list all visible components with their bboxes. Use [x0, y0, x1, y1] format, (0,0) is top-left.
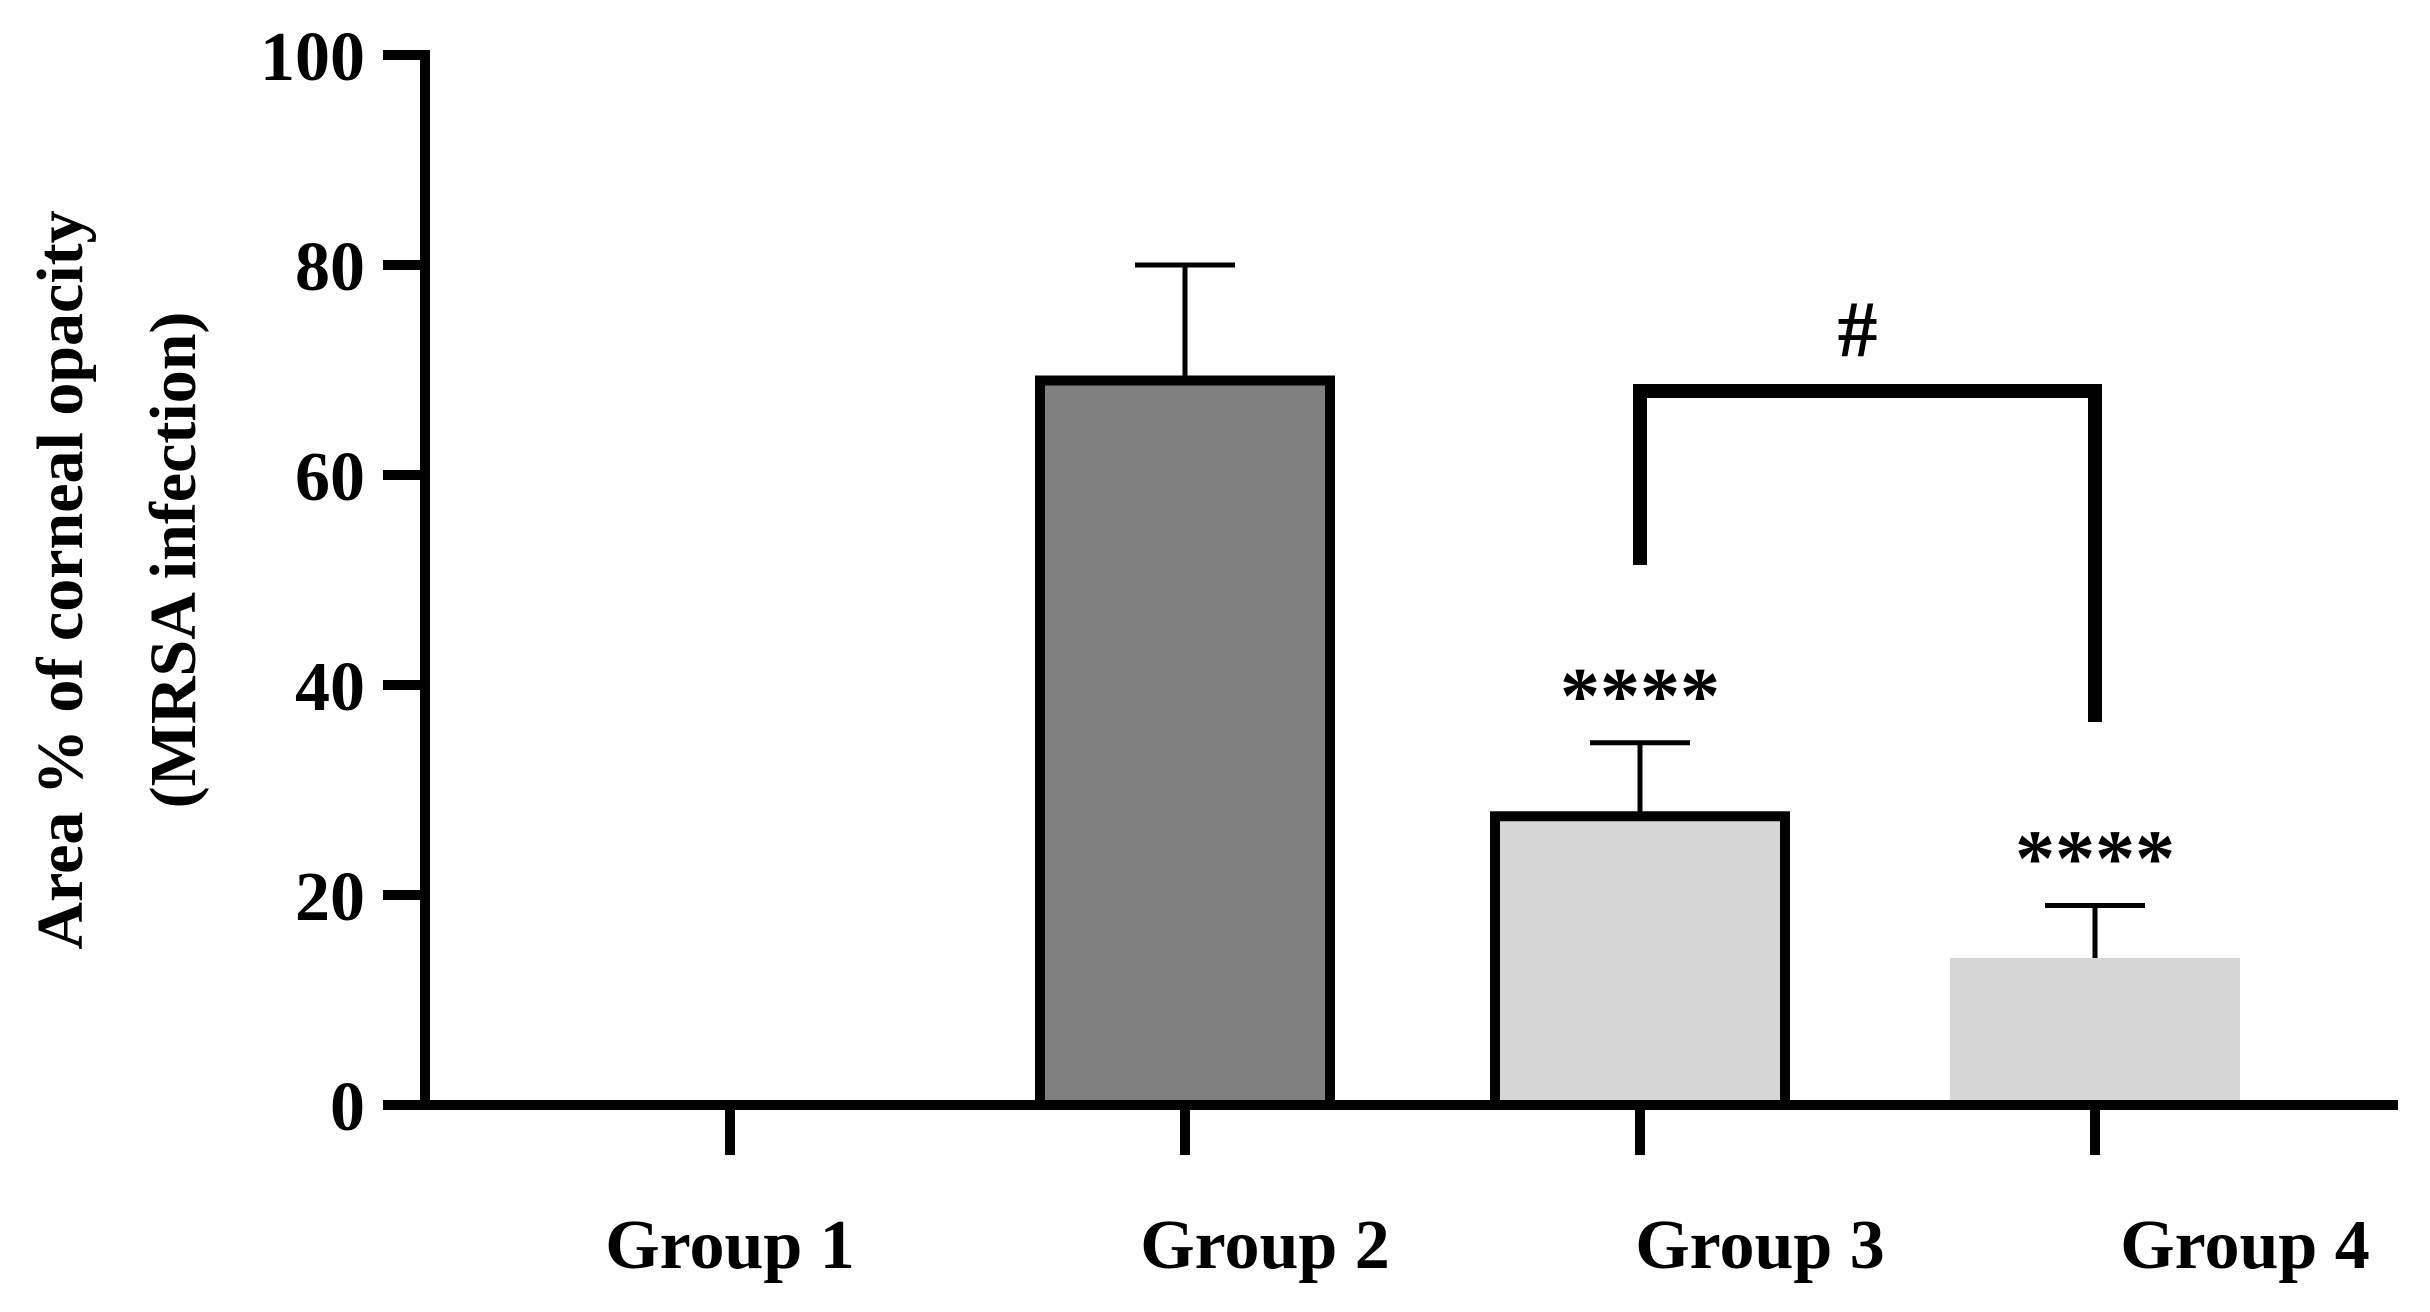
x-category-label: Group 2 — [1140, 1207, 1390, 1284]
bar-group-3 — [1490, 811, 1790, 1110]
y-tick-label: 100 — [260, 19, 365, 96]
significance-stars: **** — [1560, 653, 1720, 741]
comparison-significance-label: # — [1838, 286, 1878, 374]
error-bars-layer — [1135, 262, 2145, 958]
x-ticks-layer: Group 1 Group 2 Group 3 Group 4 — [605, 1105, 2370, 1284]
y-axis-title-line-2: (MRSA infection) — [137, 312, 210, 809]
comparison-bracket — [1633, 384, 2102, 722]
y-tick-label: 40 — [295, 649, 365, 726]
y-ticks-layer: 0 20 40 60 80 100 — [260, 19, 425, 1146]
y-tick-label: 80 — [295, 229, 365, 306]
bars-layer — [1035, 375, 2240, 1110]
x-category-label: Group 4 — [2120, 1207, 2370, 1284]
y-axis-title: Area % of corneal opacity (MRSA infectio… — [24, 210, 210, 949]
axes-layer — [385, 50, 2398, 1110]
x-category-label: Group 1 — [605, 1207, 855, 1284]
annotations-layer: **** **** # — [1560, 286, 2175, 904]
bar-group-2 — [1035, 375, 1335, 1110]
y-tick-label: 60 — [295, 439, 365, 516]
x-category-label: Group 3 — [1635, 1207, 1885, 1284]
bar-group-4 — [1950, 958, 2240, 1105]
y-axis-title-line-1: Area % of corneal opacity — [24, 210, 97, 949]
significance-stars: **** — [2015, 816, 2175, 904]
y-tick-label: 0 — [330, 1069, 365, 1146]
y-tick-label: 20 — [295, 859, 365, 936]
